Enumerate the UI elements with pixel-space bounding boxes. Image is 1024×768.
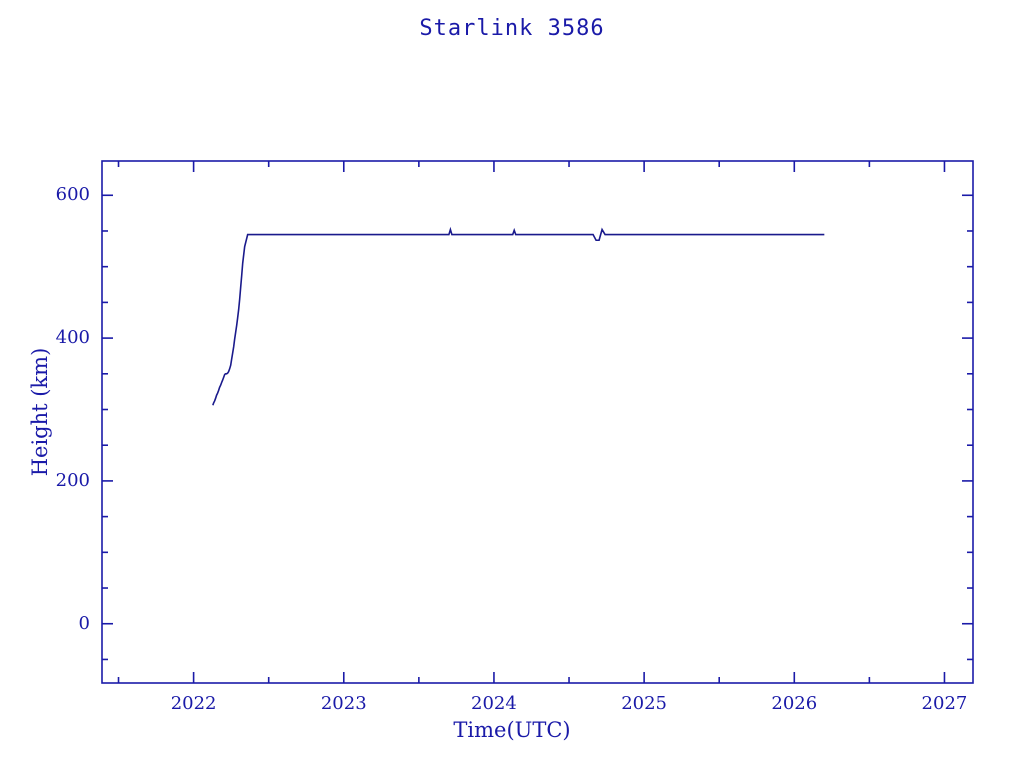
x-tick-label: 2027 — [921, 693, 968, 714]
y-tick-label: 0 — [78, 612, 90, 634]
x-tick-label: 2025 — [621, 693, 668, 714]
x-tick-label: 2024 — [471, 693, 517, 714]
x-tick-label: 2022 — [170, 693, 217, 714]
chart-title: Starlink 3586 — [419, 16, 605, 41]
x-tick-label: 2026 — [771, 693, 818, 714]
axis-ticks — [102, 161, 973, 683]
data-series — [212, 226, 825, 406]
y-tick-label: 200 — [55, 469, 90, 491]
y-tick-label: 600 — [55, 184, 90, 206]
x-tick-label: 2023 — [320, 693, 367, 714]
plot-frame — [101, 160, 974, 684]
x-axis-label: Time(UTC) — [453, 718, 571, 742]
series-line-height — [212, 226, 825, 406]
plot-border — [101, 160, 974, 684]
y-tick-label: 400 — [55, 327, 90, 349]
